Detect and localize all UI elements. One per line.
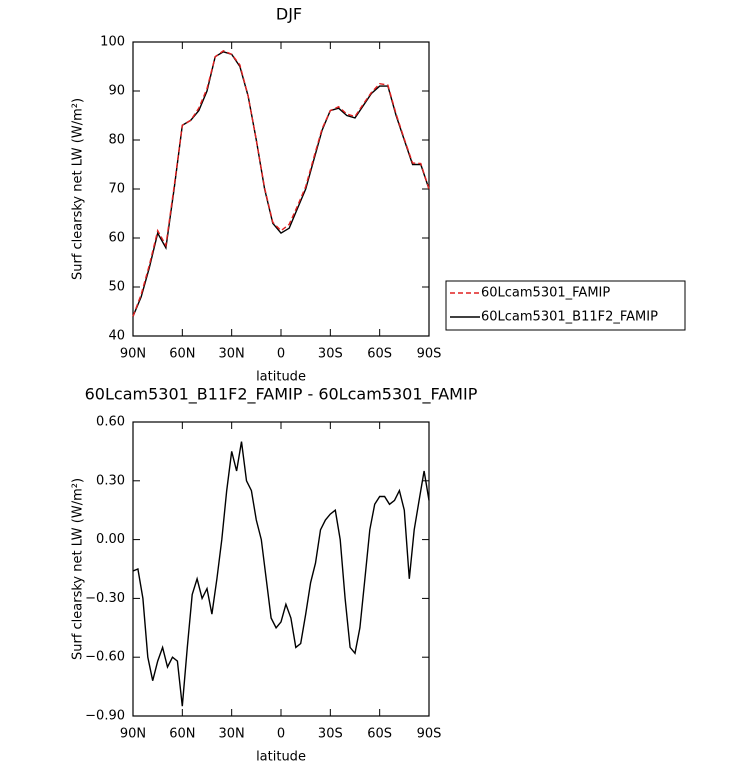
y-tick-label: −0.30 [85,591,125,606]
legend-label: 60Lcam5301_B11F2_FAMIP [481,310,658,325]
x-tick-label: 90S [417,727,442,742]
chart-title: DJF [276,5,302,24]
x-axis-label: latitude [256,750,306,765]
x-tick-label: 0 [277,727,285,742]
y-axis-label: Surf clearsky net LW (W/m²) [71,478,86,660]
data-line [132,441,430,707]
y-axis-label: Surf clearsky net LW (W/m²) [71,98,86,280]
x-tick-label: 60N [169,727,195,742]
y-tick-label: −0.60 [85,650,125,665]
y-tick-label: 100 [100,35,125,50]
y-tick-label: 0.00 [96,532,125,547]
legend-box [445,280,686,331]
y-tick-label: −0.90 [85,709,125,724]
x-tick-label: 60S [367,727,392,742]
x-tick-label: 60N [169,347,195,362]
data-line [132,50,430,317]
y-tick-label: 0.60 [96,415,125,430]
x-tick-label: 60S [367,347,392,362]
x-tick-label: 30S [318,347,343,362]
x-axis-label: latitude [256,370,306,385]
data-line [132,51,430,317]
legend-label: 60Lcam5301_FAMIP [481,286,610,301]
x-tick-label: 30N [219,727,245,742]
y-tick-label: 50 [108,280,125,295]
x-tick-label: 30S [318,727,343,742]
y-tick-label: 90 [108,84,125,99]
chart-title: 60Lcam5301_B11F2_FAMIP - 60Lcam5301_FAMI… [85,385,478,405]
y-tick-label: 40 [108,329,125,344]
y-tick-label: 80 [108,133,125,148]
x-tick-label: 30N [219,347,245,362]
x-tick-label: 0 [277,347,285,362]
x-tick-label: 90N [120,727,146,742]
plot-frame [132,421,430,717]
y-tick-label: 70 [108,182,125,197]
y-tick-label: 0.30 [96,473,125,488]
x-tick-label: 90S [417,347,442,362]
x-tick-label: 90N [120,347,146,362]
y-tick-label: 60 [108,231,125,246]
